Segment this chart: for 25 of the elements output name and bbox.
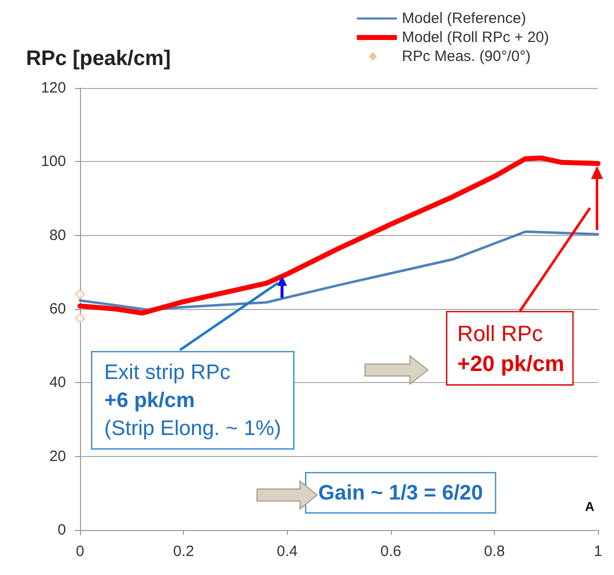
x-tick-label: 0 (76, 543, 84, 560)
chart-title: RPc [peak/cm] (26, 47, 171, 70)
annotation: A (585, 499, 595, 514)
y-tick-label: 100 (40, 153, 66, 170)
x-tick-label: 0.6 (380, 543, 402, 560)
legend-label: RPc Meas. (90°/0°) (402, 48, 531, 65)
annotation: Exit strip RPc (104, 360, 230, 384)
line-series (78, 230, 600, 311)
annotation: Gain ~ 1/3 = 6/20 (318, 481, 483, 504)
y-tick-label: 0 (58, 522, 66, 538)
y-tick-label: 80 (49, 226, 66, 244)
annotation: +6 pk/cm (104, 388, 195, 412)
x-tick-label: 0.4 (276, 543, 298, 560)
y-tick-label: 60 (49, 300, 66, 318)
legend-label: Model (Reference) (402, 10, 526, 27)
x-tick-label: 0.8 (484, 543, 505, 560)
legend-label: Model (Roll RPc + 20) (402, 29, 550, 46)
annotation: (Strip Elong. ~ 1%) (104, 416, 282, 440)
y-tick-label: 40 (49, 374, 66, 392)
y-tick-label: 120 (40, 80, 66, 96)
annotation: +20 pk/cm (457, 350, 564, 376)
y-tick-label: 20 (49, 448, 66, 465)
x-tick-label: 1 (594, 543, 602, 560)
annotation: Roll RPc (457, 320, 543, 346)
x-tick-label: 0.2 (173, 543, 194, 560)
